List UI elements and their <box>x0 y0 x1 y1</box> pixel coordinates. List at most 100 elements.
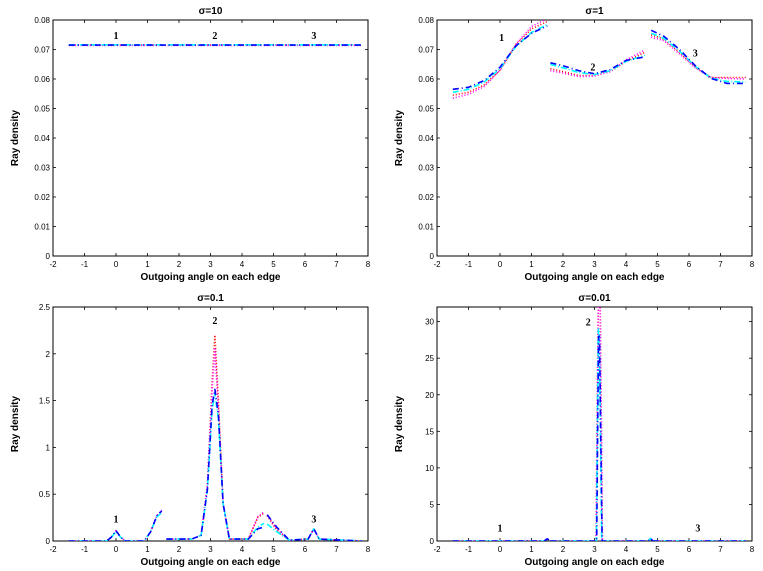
x-tick-label: 6 <box>303 545 308 554</box>
x-tick-label: 8 <box>366 545 371 554</box>
series-line-4-segment-1 <box>452 538 551 541</box>
annotation-label: 2 <box>590 63 595 74</box>
y-tick-label: 0.05 <box>34 105 50 114</box>
x-tick-label: 4 <box>624 260 629 269</box>
x-tick-label: 5 <box>655 260 660 269</box>
y-tick-label: 0.05 <box>418 105 434 114</box>
x-tick-label: 0 <box>498 260 503 269</box>
y-tick-label: 0.03 <box>34 164 50 173</box>
series-line-4-segment-2 <box>550 335 654 541</box>
x-tick-label: 8 <box>750 545 755 554</box>
annotation-label: 2 <box>212 31 217 42</box>
x-axis-label: Outgoing angle on each edge <box>140 272 280 283</box>
x-tick-label: -2 <box>49 260 57 269</box>
series-group <box>452 20 746 99</box>
series-line-3-segment-1 <box>452 23 548 94</box>
x-tick-label: 3 <box>208 545 213 554</box>
y-axis-label: Ray density <box>10 395 21 452</box>
series-group <box>68 334 362 541</box>
x-tick-label: 1 <box>145 545 150 554</box>
y-tick-label: 0.04 <box>34 134 50 143</box>
plot-area <box>52 19 369 257</box>
series-group <box>68 44 362 47</box>
x-tick-label: 4 <box>240 545 245 554</box>
y-tick-label: 0 <box>430 252 435 261</box>
x-tick-label: -1 <box>465 545 473 554</box>
y-tick-label: 0.06 <box>34 75 50 84</box>
x-tick-label: 6 <box>687 545 692 554</box>
x-axis-label: Outgoing angle on each edge <box>524 272 664 283</box>
y-tick-label: 0.04 <box>418 134 434 143</box>
annotation-label: 1 <box>498 523 503 534</box>
y-tick-label: 25 <box>425 354 434 363</box>
annotation-label: 3 <box>311 514 316 525</box>
y-tick-label: 30 <box>425 318 434 327</box>
x-tick-label: 7 <box>718 545 723 554</box>
chart-title: σ=10 <box>199 6 223 17</box>
y-tick-label: 5 <box>430 500 435 509</box>
chart-title: σ=1 <box>585 6 604 17</box>
x-tick-label: 3 <box>208 260 213 269</box>
x-tick-label: 1 <box>529 545 534 554</box>
annotation-label: 1 <box>114 514 119 525</box>
x-tick-label: 8 <box>366 260 371 269</box>
x-tick-label: -1 <box>465 260 473 269</box>
y-axis-label: Ray density <box>394 109 405 166</box>
series-line-2-segment-3 <box>650 36 746 80</box>
x-tick-label: 2 <box>561 545 566 554</box>
x-tick-label: 0 <box>114 260 119 269</box>
series-line-4-segment-1 <box>68 510 163 541</box>
series-line-4-segment-2 <box>166 388 265 540</box>
y-tick-label: 1 <box>46 443 51 452</box>
x-tick-label: 7 <box>334 260 339 269</box>
x-tick-label: 8 <box>750 260 755 269</box>
x-tick-label: 6 <box>687 260 692 269</box>
y-tick-label: 0.07 <box>418 46 434 55</box>
x-tick-label: -1 <box>81 260 89 269</box>
x-tick-label: 4 <box>624 545 629 554</box>
y-tick-label: 0.01 <box>34 223 50 232</box>
x-axis-label: Outgoing angle on each edge <box>524 557 664 568</box>
y-tick-label: 1.5 <box>39 397 51 406</box>
x-tick-label: 5 <box>271 260 276 269</box>
annotation-label: 3 <box>693 48 698 59</box>
annotation-label: 1 <box>499 33 504 44</box>
x-tick-label: 2 <box>561 260 566 269</box>
y-tick-label: 0 <box>430 537 435 546</box>
y-tick-label: 0.08 <box>418 16 434 25</box>
chart-panel-1: -2 -1 0 1 2 3 4 5 6 7 8 0 0.01 0.02 0.03 0.04 0.05 0.06 0.… <box>10 6 371 283</box>
x-tick-label: 0 <box>498 545 503 554</box>
chart-title: σ=0.1 <box>197 293 224 304</box>
series-line-4-segment-3 <box>266 514 362 541</box>
y-tick-label: 0.01 <box>418 223 434 232</box>
series-line-1-segment-3 <box>650 34 746 79</box>
x-tick-label: -2 <box>433 545 441 554</box>
x-tick-label: 2 <box>177 545 182 554</box>
chart-panel-2: -2 -1 0 1 2 3 4 5 6 7 8 0 0.01 0.02 0.03 0.04 0.05 0.06 0.… <box>394 6 755 283</box>
y-axis-label: Ray density <box>394 395 405 452</box>
x-tick-label: 5 <box>271 545 276 554</box>
y-tick-label: 0 <box>46 252 51 261</box>
series-line-1-segment-1 <box>452 20 548 96</box>
annotation-label: 2 <box>586 317 591 328</box>
y-tick-label: 2 <box>46 350 51 359</box>
x-tick-label: 3 <box>592 260 597 269</box>
annotation-label: 2 <box>212 316 217 327</box>
plot-area <box>436 19 753 257</box>
y-tick-label: 0.02 <box>418 193 434 202</box>
chart-panel-3: -2 -1 0 1 2 3 4 5 6 7 8 0 0.5 1 1.5 2 2.5 σ=0.1 Outgoing a… <box>10 293 371 568</box>
y-tick-label: 0.03 <box>418 164 434 173</box>
y-tick-label: 2.5 <box>39 303 51 312</box>
annotation-label: 3 <box>311 31 316 42</box>
x-tick-label: 3 <box>592 545 597 554</box>
plot-area <box>436 306 753 542</box>
annotation-label: 1 <box>114 31 119 42</box>
x-tick-label: 1 <box>145 260 150 269</box>
y-tick-label: 0.06 <box>418 75 434 84</box>
annotation-label: 3 <box>695 523 700 534</box>
x-tick-label: 7 <box>334 545 339 554</box>
x-axis-label: Outgoing angle on each edge <box>140 557 280 568</box>
x-tick-label: 2 <box>177 260 182 269</box>
x-tick-label: 0 <box>114 545 119 554</box>
